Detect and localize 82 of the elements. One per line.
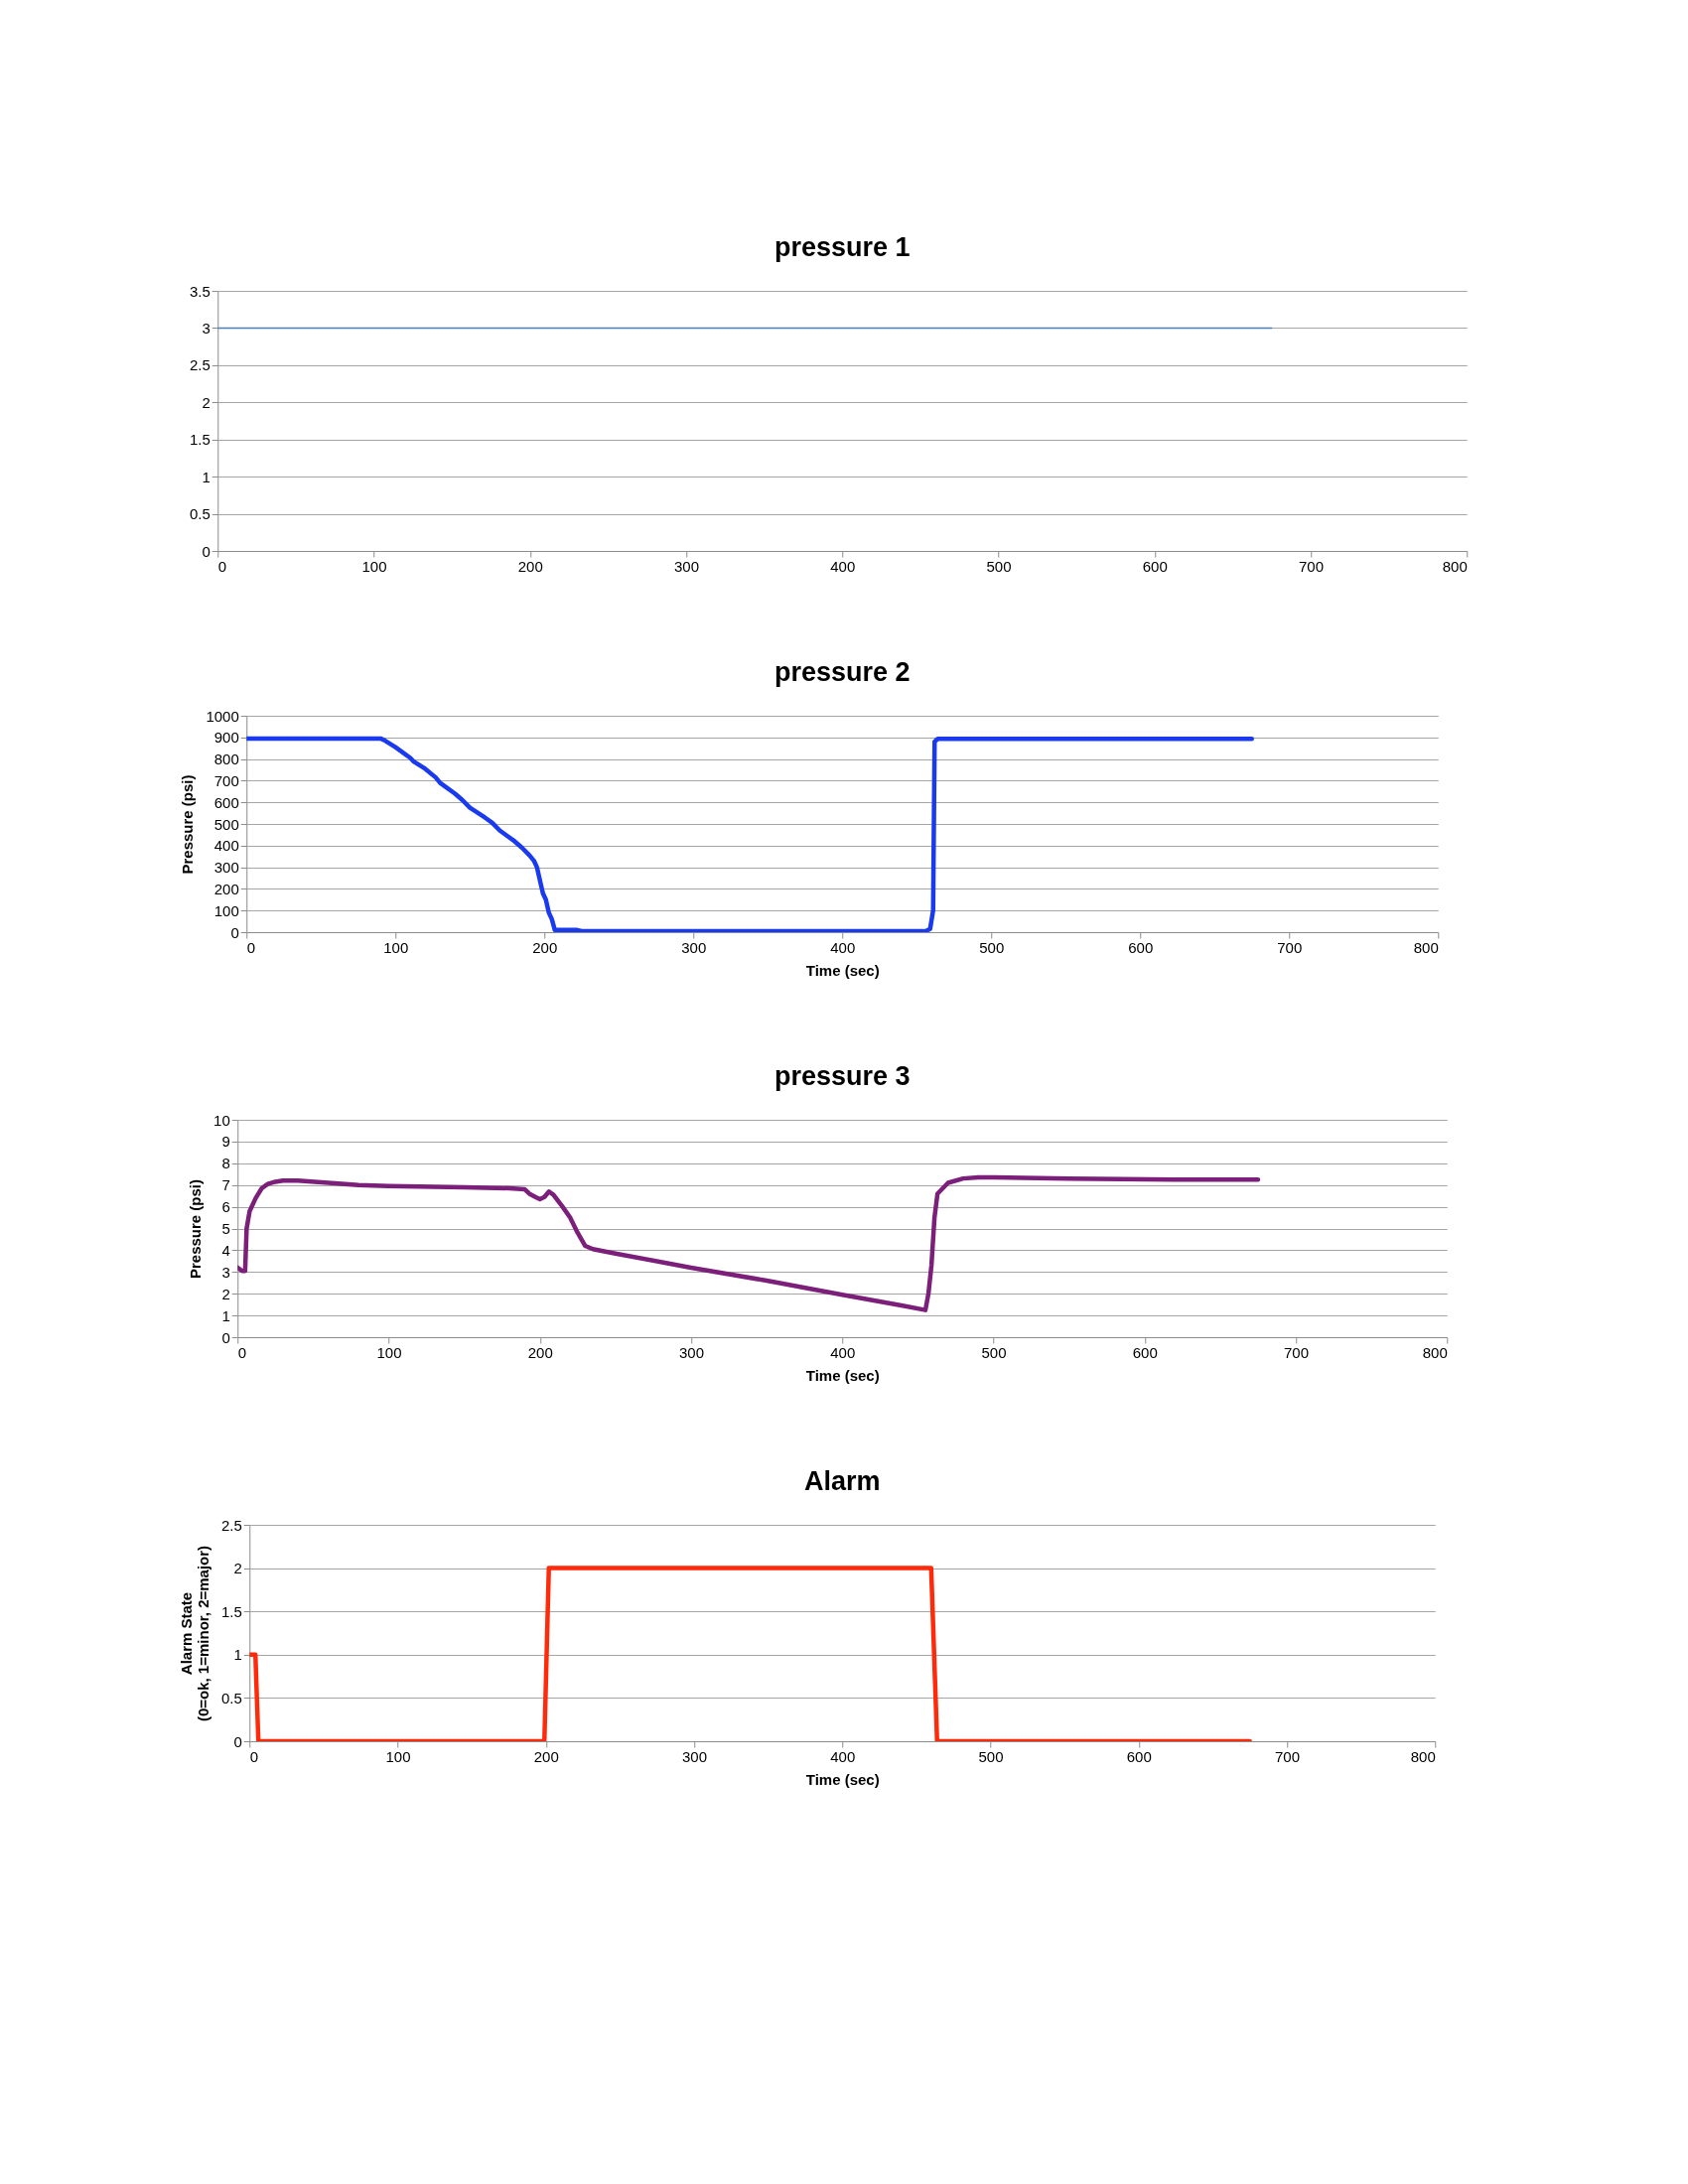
y-axis-title: Pressure (psi)	[179, 774, 197, 875]
x-axis-title: Time (sec)	[805, 1770, 880, 1788]
y-tick-label: 2.5	[189, 356, 211, 374]
y-tick-label: 8	[221, 1155, 230, 1172]
y-tick-label: 9	[221, 1133, 230, 1151]
y-tick-label: 1	[233, 1646, 242, 1664]
y-tick-label: 0.5	[189, 505, 211, 523]
x-tick-label: 300	[678, 1343, 705, 1361]
y-tick-label: 1	[221, 1306, 230, 1324]
y-tick-label: 800	[213, 751, 239, 768]
x-tick-label: 600	[1132, 1343, 1158, 1361]
y-tick-label: 2.5	[220, 1516, 242, 1534]
y-tick-label: 4	[221, 1241, 230, 1259]
x-tick-label: 500	[979, 938, 1005, 956]
x-tick-label: 800	[1410, 1747, 1436, 1765]
x-tick-label: 500	[986, 557, 1012, 575]
y-tick-label: 3	[221, 1263, 230, 1281]
y-tick-label: 3.5	[189, 282, 211, 300]
x-tick-label: 800	[1422, 1343, 1448, 1361]
line-series	[237, 1174, 1261, 1312]
x-tick-label: 600	[1128, 938, 1154, 956]
x-tick-label: 600	[1142, 557, 1168, 575]
chart-title: pressure 1	[774, 232, 911, 262]
x-tick-label: 0	[249, 1747, 259, 1765]
y-tick-label: 300	[213, 859, 239, 877]
x-tick-label: 700	[1274, 1747, 1301, 1765]
x-tick-label: 100	[385, 1747, 411, 1765]
y-tick-label: 0.5	[220, 1689, 242, 1706]
y-axis-title: Alarm State (0=ok, 1=minor, 2=major)	[177, 1545, 211, 1722]
x-tick-label: 700	[1298, 557, 1325, 575]
x-tick-label: 100	[376, 1343, 402, 1361]
x-tick-label: 0	[246, 938, 256, 956]
y-tick-label: 1.5	[220, 1602, 242, 1620]
y-tick-label: 5	[221, 1220, 230, 1237]
x-tick-label: 400	[830, 938, 856, 956]
x-tick-label: 100	[383, 938, 409, 956]
y-tick-label: 10	[213, 1111, 230, 1129]
x-tick-label: 200	[527, 1343, 553, 1361]
y-tick-label: 700	[213, 771, 239, 789]
x-tick-label: 200	[517, 557, 543, 575]
chart-title: pressure 3	[774, 1061, 911, 1091]
x-tick-label: 700	[1283, 1343, 1310, 1361]
y-tick-label: 900	[213, 729, 239, 747]
chart-title: pressure 2	[774, 657, 911, 687]
x-tick-label: 200	[533, 1747, 559, 1765]
y-tick-label: 2	[202, 393, 211, 411]
x-tick-label: 700	[1277, 938, 1303, 956]
y-tick-label: 2	[233, 1560, 242, 1577]
y-tick-label: 7	[221, 1176, 230, 1194]
y-axis-title: Pressure (psi)	[187, 1178, 205, 1280]
y-tick-label: 0	[233, 1732, 242, 1750]
x-tick-label: 500	[978, 1747, 1004, 1765]
x-tick-label: 600	[1126, 1747, 1152, 1765]
y-tick-label: 200	[213, 880, 239, 897]
x-tick-label: 800	[1442, 557, 1468, 575]
x-tick-label: 300	[681, 1747, 708, 1765]
y-tick-label: 2	[221, 1285, 230, 1302]
x-tick-label: 300	[681, 938, 707, 956]
x-tick-label: 800	[1413, 938, 1439, 956]
y-tick-label: 500	[213, 815, 239, 833]
x-axis-title: Time (sec)	[805, 1366, 880, 1384]
x-tick-label: 500	[981, 1343, 1007, 1361]
y-tick-label: 1000	[206, 707, 239, 725]
line-series	[246, 736, 1254, 932]
y-tick-label: 0	[202, 542, 211, 560]
x-axis-title: Time (sec)	[805, 961, 880, 979]
y-tick-label: 100	[213, 901, 239, 919]
chart-title: Alarm	[803, 1466, 881, 1496]
y-tick-label: 6	[221, 1198, 230, 1216]
x-tick-label: 300	[673, 557, 700, 575]
x-tick-label: 400	[830, 1747, 856, 1765]
y-tick-label: 400	[213, 837, 239, 855]
y-tick-label: 1.5	[189, 431, 211, 449]
x-tick-label: 200	[532, 938, 558, 956]
x-tick-label: 400	[830, 1343, 856, 1361]
y-tick-label: 0	[230, 923, 239, 941]
y-tick-label: 3	[202, 319, 211, 337]
y-tick-label: 0	[221, 1328, 230, 1346]
y-tick-label: 600	[213, 793, 239, 811]
x-tick-label: 400	[830, 557, 856, 575]
x-tick-label: 100	[361, 557, 387, 575]
y-tick-label: 1	[202, 468, 211, 485]
